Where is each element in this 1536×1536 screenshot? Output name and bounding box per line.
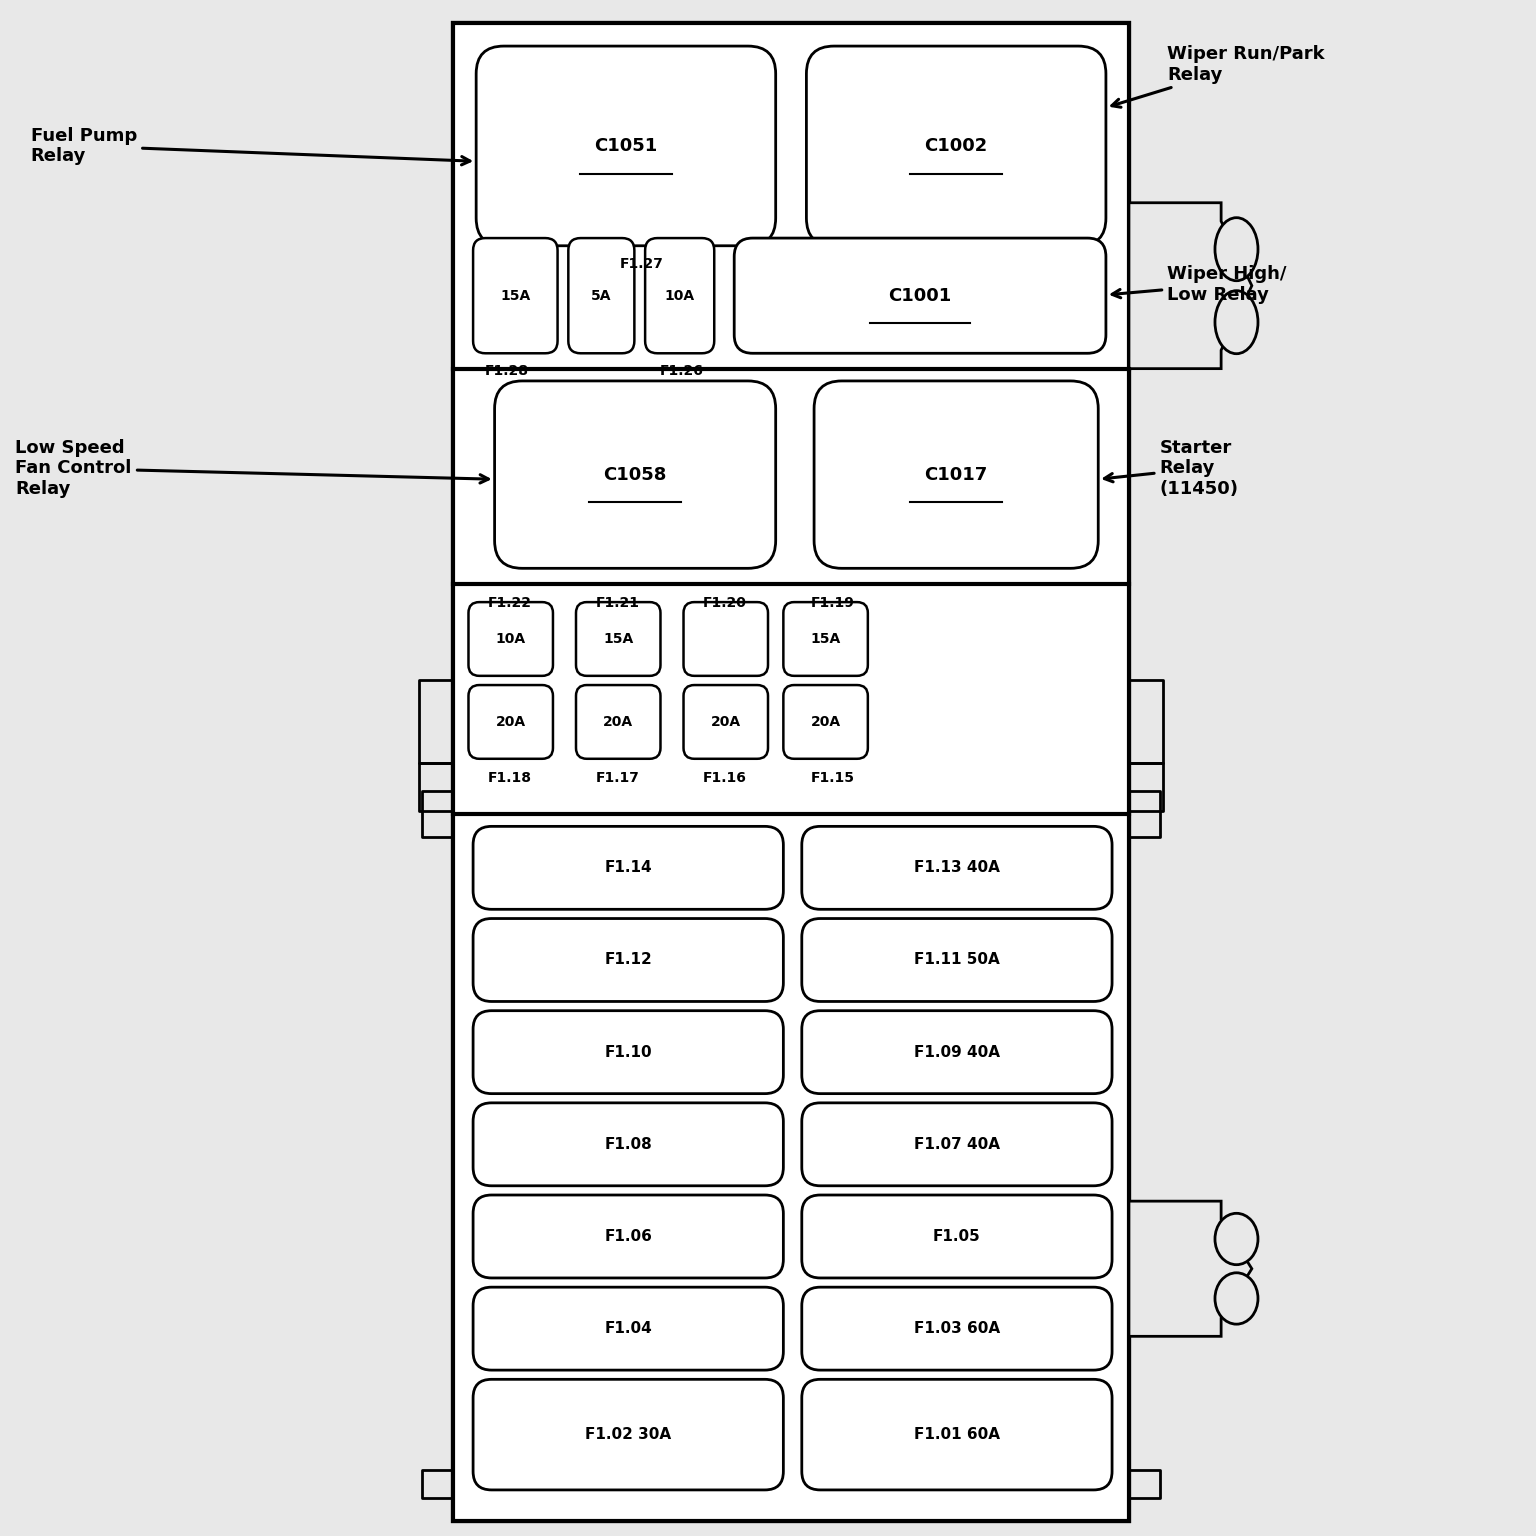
Text: F1.17: F1.17 [596, 771, 639, 785]
FancyBboxPatch shape [468, 602, 553, 676]
Ellipse shape [1215, 1213, 1258, 1264]
Text: F1.04: F1.04 [604, 1321, 653, 1336]
Text: F1.20: F1.20 [703, 596, 746, 610]
Text: Fuel Pump
Relay: Fuel Pump Relay [31, 126, 470, 166]
Text: F1.01 60A: F1.01 60A [914, 1427, 1000, 1442]
Text: F1.21: F1.21 [596, 596, 639, 610]
Text: F1.27: F1.27 [621, 257, 664, 270]
FancyBboxPatch shape [814, 381, 1098, 568]
Text: F1.28: F1.28 [485, 364, 528, 378]
Bar [453, 23, 1129, 1521]
FancyBboxPatch shape [473, 1195, 783, 1278]
FancyBboxPatch shape [806, 46, 1106, 246]
FancyBboxPatch shape [684, 685, 768, 759]
FancyBboxPatch shape [802, 1011, 1112, 1094]
FancyBboxPatch shape [783, 685, 868, 759]
Text: F1.18: F1.18 [488, 771, 531, 785]
FancyBboxPatch shape [495, 381, 776, 568]
Text: 10A: 10A [665, 289, 694, 303]
FancyBboxPatch shape [473, 1287, 783, 1370]
Text: F1.03 60A: F1.03 60A [914, 1321, 1000, 1336]
FancyBboxPatch shape [568, 238, 634, 353]
Polygon shape [1129, 203, 1252, 369]
Text: F1.15: F1.15 [811, 771, 854, 785]
Text: 20A: 20A [711, 714, 740, 730]
FancyBboxPatch shape [802, 1287, 1112, 1370]
Text: F1.09 40A: F1.09 40A [914, 1044, 1000, 1060]
Text: F1.11 50A: F1.11 50A [914, 952, 1000, 968]
Text: Low Speed
Fan Control
Relay: Low Speed Fan Control Relay [15, 439, 488, 498]
FancyBboxPatch shape [576, 602, 660, 676]
Text: F1.26: F1.26 [660, 364, 703, 378]
Text: 20A: 20A [604, 714, 633, 730]
Text: C1051: C1051 [594, 137, 657, 155]
Text: C1001: C1001 [888, 287, 952, 304]
Text: F1.16: F1.16 [703, 771, 746, 785]
Text: F1.19: F1.19 [811, 596, 854, 610]
Text: F1.08: F1.08 [604, 1137, 653, 1152]
Text: 20A: 20A [811, 714, 840, 730]
Text: F1.12: F1.12 [604, 952, 653, 968]
FancyBboxPatch shape [468, 685, 553, 759]
Text: F1.07 40A: F1.07 40A [914, 1137, 1000, 1152]
FancyBboxPatch shape [802, 919, 1112, 1001]
FancyBboxPatch shape [473, 1379, 783, 1490]
FancyBboxPatch shape [684, 602, 768, 676]
FancyBboxPatch shape [802, 1103, 1112, 1186]
FancyBboxPatch shape [802, 1379, 1112, 1490]
Text: F1.22: F1.22 [488, 596, 531, 610]
Bar [453, 23, 1129, 1521]
Text: 5A: 5A [591, 289, 611, 303]
Text: F1.06: F1.06 [604, 1229, 653, 1244]
Text: Wiper Run/Park
Relay: Wiper Run/Park Relay [1112, 45, 1326, 108]
Text: F1.14: F1.14 [604, 860, 653, 876]
FancyBboxPatch shape [473, 1011, 783, 1094]
Text: C1002: C1002 [925, 137, 988, 155]
FancyBboxPatch shape [802, 1195, 1112, 1278]
FancyBboxPatch shape [473, 238, 558, 353]
Text: 15A: 15A [604, 631, 633, 647]
Text: 15A: 15A [501, 289, 530, 303]
Text: F1.10: F1.10 [604, 1044, 653, 1060]
FancyBboxPatch shape [783, 602, 868, 676]
Text: F1.05: F1.05 [932, 1229, 982, 1244]
Text: F1.02 30A: F1.02 30A [585, 1427, 671, 1442]
Text: 15A: 15A [811, 631, 840, 647]
FancyBboxPatch shape [473, 919, 783, 1001]
FancyBboxPatch shape [476, 46, 776, 246]
FancyBboxPatch shape [576, 685, 660, 759]
Text: F1.13 40A: F1.13 40A [914, 860, 1000, 876]
Text: Wiper High/
Low Relay: Wiper High/ Low Relay [1112, 264, 1287, 304]
FancyBboxPatch shape [473, 826, 783, 909]
Text: 20A: 20A [496, 714, 525, 730]
Ellipse shape [1215, 290, 1258, 353]
FancyBboxPatch shape [473, 1103, 783, 1186]
Text: C1017: C1017 [925, 465, 988, 484]
FancyBboxPatch shape [645, 238, 714, 353]
Text: Starter
Relay
(11450): Starter Relay (11450) [1104, 439, 1238, 498]
Text: C1058: C1058 [604, 465, 667, 484]
FancyBboxPatch shape [734, 238, 1106, 353]
Polygon shape [1129, 1201, 1252, 1336]
Ellipse shape [1215, 1273, 1258, 1324]
Ellipse shape [1215, 218, 1258, 281]
FancyBboxPatch shape [802, 826, 1112, 909]
Text: 10A: 10A [496, 631, 525, 647]
